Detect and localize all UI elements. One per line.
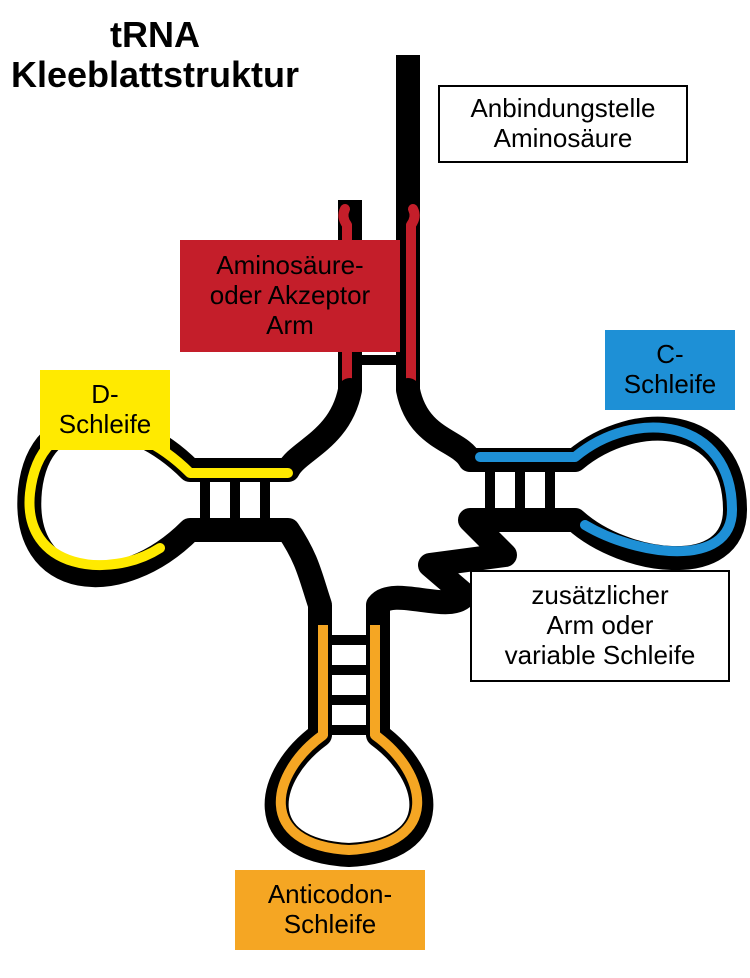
label-binding-site: AnbindungstelleAminosäure [438,85,688,163]
label-c-loop: C-Schleife [605,330,735,410]
label-anticodon: Anticodon-Schleife [235,870,425,950]
label-variable-loop: zusätzlicherArm odervariable Schleife [470,570,730,682]
page-title: tRNAKleeblattstruktur [5,15,305,94]
label-d-loop: D-Schleife [40,370,170,450]
label-acceptor-arm: Aminosäure-oder AkzeptorArm [180,240,400,352]
